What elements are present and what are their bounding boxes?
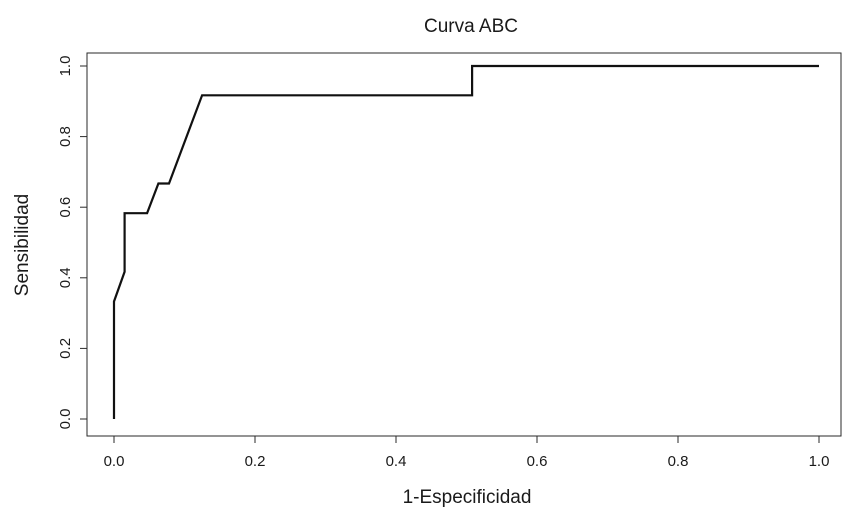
x-tick-label: 0.8 xyxy=(668,453,689,470)
x-tick-label: 0.0 xyxy=(104,453,125,470)
plot-frame xyxy=(86,52,842,437)
x-tick-label: 0.2 xyxy=(245,453,266,470)
y-tick-label: 0.2 xyxy=(57,338,74,359)
y-tick-label: 0.0 xyxy=(57,409,74,430)
x-axis-label: 1-Especificidad xyxy=(403,487,532,508)
y-tick-label: 0.8 xyxy=(57,126,74,147)
chart-title: Curva ABC xyxy=(424,16,518,37)
x-tick-label: 1.0 xyxy=(809,453,830,470)
y-axis: 0.0 0.2 0.4 0.6 0.8 1.0 xyxy=(57,56,88,430)
y-tick-label: 1.0 xyxy=(57,56,74,77)
y-tick-label: 0.6 xyxy=(57,197,74,218)
x-tick-label: 0.4 xyxy=(386,453,407,470)
roc-curve-line xyxy=(112,64,819,419)
y-axis-label: Sensibilidad xyxy=(12,194,33,296)
y-tick-label: 0.4 xyxy=(57,267,74,288)
x-axis: 0.0 0.2 0.4 0.6 0.8 1.0 xyxy=(104,435,830,470)
x-tick-label: 0.6 xyxy=(527,453,548,470)
